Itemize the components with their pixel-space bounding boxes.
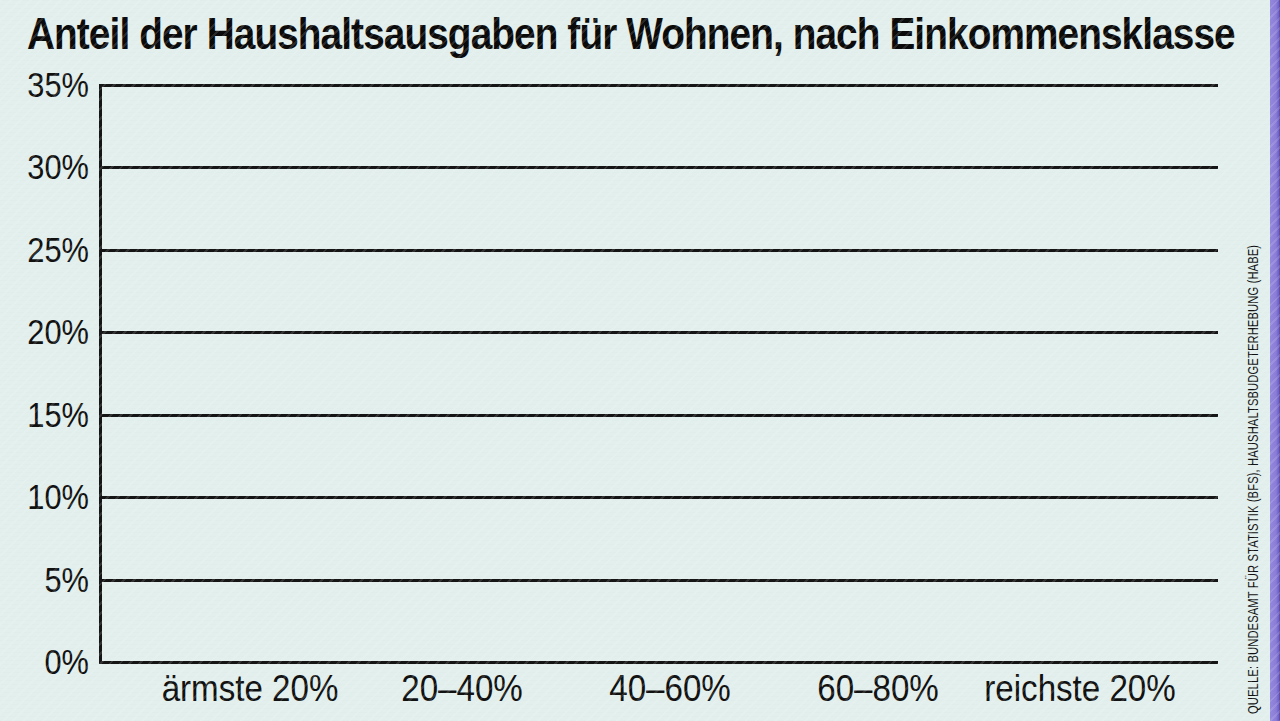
y-axis-tick-label: 15% (11, 396, 89, 434)
x-axis-category-label: 20–40% (352, 668, 573, 710)
x-axis-category-label: reichste 20% (970, 668, 1191, 710)
y-axis-tick-label: 0% (11, 643, 89, 681)
y-axis-tick-label: 30% (11, 148, 89, 186)
gridline-10 (100, 496, 1218, 499)
tv-chart-graphic: Anteil der Haushaltsausgaben für Wohnen,… (0, 0, 1280, 721)
y-axis-tick-label: 10% (11, 478, 89, 516)
y-axis-tick-label: 25% (11, 231, 89, 269)
source-attribution: QUELLE: BUNDESAMT FÜR STATISTIK (BFS), H… (1244, 245, 1262, 714)
y-axis-tick-label: 20% (11, 313, 89, 351)
gridline-15 (100, 414, 1218, 417)
y-axis-tick-label: 5% (11, 561, 89, 599)
x-axis-category-label: 60–80% (768, 668, 989, 710)
y-axis-tick-label: 35% (11, 66, 89, 104)
gridline-20 (100, 331, 1218, 334)
y-axis-line (99, 84, 102, 664)
right-accent-strip (1270, 0, 1280, 721)
gridline-35 (100, 84, 1218, 87)
gridline-5 (100, 579, 1218, 582)
gridline-30 (100, 166, 1218, 169)
chart-plot-area: 35% 30% 25% 20% 15% 10% 5% 0% ärmste 20%… (0, 0, 1280, 721)
x-axis-category-label: 40–60% (560, 668, 781, 710)
gridline-0 (100, 661, 1218, 664)
gridline-25 (100, 249, 1218, 252)
x-axis-category-label: ärmste 20% (140, 668, 361, 710)
